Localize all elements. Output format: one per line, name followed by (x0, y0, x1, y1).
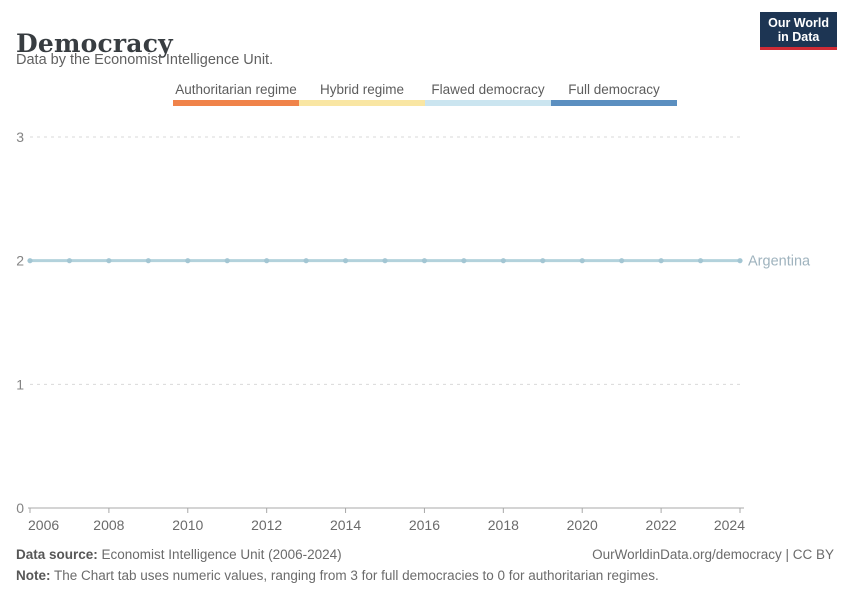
data-point-2008[interactable] (106, 258, 112, 264)
data-source-text: Economist Intelligence Unit (2006-2024) (97, 547, 342, 562)
x-axis-tick-label: 2024 (714, 517, 745, 533)
y-axis-tick-label: 0 (16, 500, 24, 516)
owid-logo-line1: Our World (768, 16, 829, 30)
legend-color-bar (425, 100, 551, 106)
category-legend: Authoritarian regime Hybrid regime Flawed … (0, 82, 850, 106)
legend-item-full-democracy[interactable]: Full democracy (551, 82, 677, 106)
chart-subtitle: Data by the Economist Intelligence Unit. (16, 52, 274, 68)
data-point-2013[interactable] (303, 258, 309, 264)
data-point-2006[interactable] (27, 258, 33, 264)
data-point-2024[interactable] (737, 258, 743, 264)
x-axis-tick-label: 2012 (251, 517, 282, 533)
data-source-label: Data source: (16, 547, 98, 562)
y-axis-tick-label: 1 (16, 376, 24, 392)
x-axis-tick-label: 2014 (330, 517, 361, 533)
owid-logo-line2: in Data (777, 30, 820, 44)
x-axis-tick-label: 2006 (28, 517, 59, 533)
chart-footer: Data source: Economist Intelligence Unit… (16, 547, 834, 583)
y-axis-tick-label: 3 (16, 129, 24, 145)
attribution-link[interactable]: OurWorldinData.org/democracy | CC BY (592, 547, 834, 562)
note-line: Note: The Chart tab uses numeric values,… (16, 568, 659, 583)
x-axis-tick-label: 2018 (488, 517, 519, 533)
data-source-line: Data source: Economist Intelligence Unit… (16, 547, 342, 562)
x-axis-tick-label: 2010 (172, 517, 203, 533)
data-point-2010[interactable] (185, 258, 191, 264)
legend-label: Hybrid regime (319, 82, 405, 97)
legend-label: Flawed democracy (431, 82, 545, 97)
x-axis-tick-label: 2008 (93, 517, 124, 533)
y-axis-tick-label: 2 (16, 253, 24, 269)
legend-label: Authoritarian regime (175, 82, 297, 97)
data-point-2023[interactable] (697, 258, 704, 264)
data-point-2019[interactable] (540, 258, 546, 264)
data-point-2017[interactable] (461, 258, 467, 264)
data-point-2016[interactable] (421, 258, 428, 264)
note-text: The Chart tab uses numeric values, rangi… (50, 568, 659, 583)
data-point-2014[interactable] (342, 258, 349, 264)
legend-color-bar (173, 100, 299, 106)
entity-label-argentina[interactable]: Argentina (748, 254, 811, 270)
data-point-2020[interactable] (579, 258, 585, 264)
data-point-2021[interactable] (619, 258, 625, 264)
data-point-2009[interactable] (145, 258, 151, 264)
owid-logo[interactable]: Our World in Data (760, 12, 837, 50)
data-point-2022[interactable] (658, 258, 664, 264)
page-title: Democracy (16, 28, 173, 58)
data-point-2007[interactable] (66, 258, 73, 264)
data-point-2012[interactable] (264, 258, 270, 264)
legend-color-bar (551, 100, 677, 106)
data-point-2015[interactable] (382, 258, 388, 264)
x-axis-tick-label: 2020 (567, 517, 598, 533)
x-axis-tick-label: 2022 (646, 517, 677, 533)
legend-item-flawed-democracy[interactable]: Flawed democracy (425, 82, 551, 106)
legend-item-hybrid-regime[interactable]: Hybrid regime (299, 82, 425, 106)
x-axis-tick-label: 2016 (409, 517, 440, 533)
data-point-2011[interactable] (224, 258, 230, 264)
legend-color-bar (299, 100, 425, 106)
legend-item-authoritarian-regime[interactable]: Authoritarian regime (173, 82, 299, 106)
data-point-2018[interactable] (500, 258, 506, 264)
legend-label: Full democracy (568, 82, 660, 97)
note-label: Note: (16, 568, 51, 583)
